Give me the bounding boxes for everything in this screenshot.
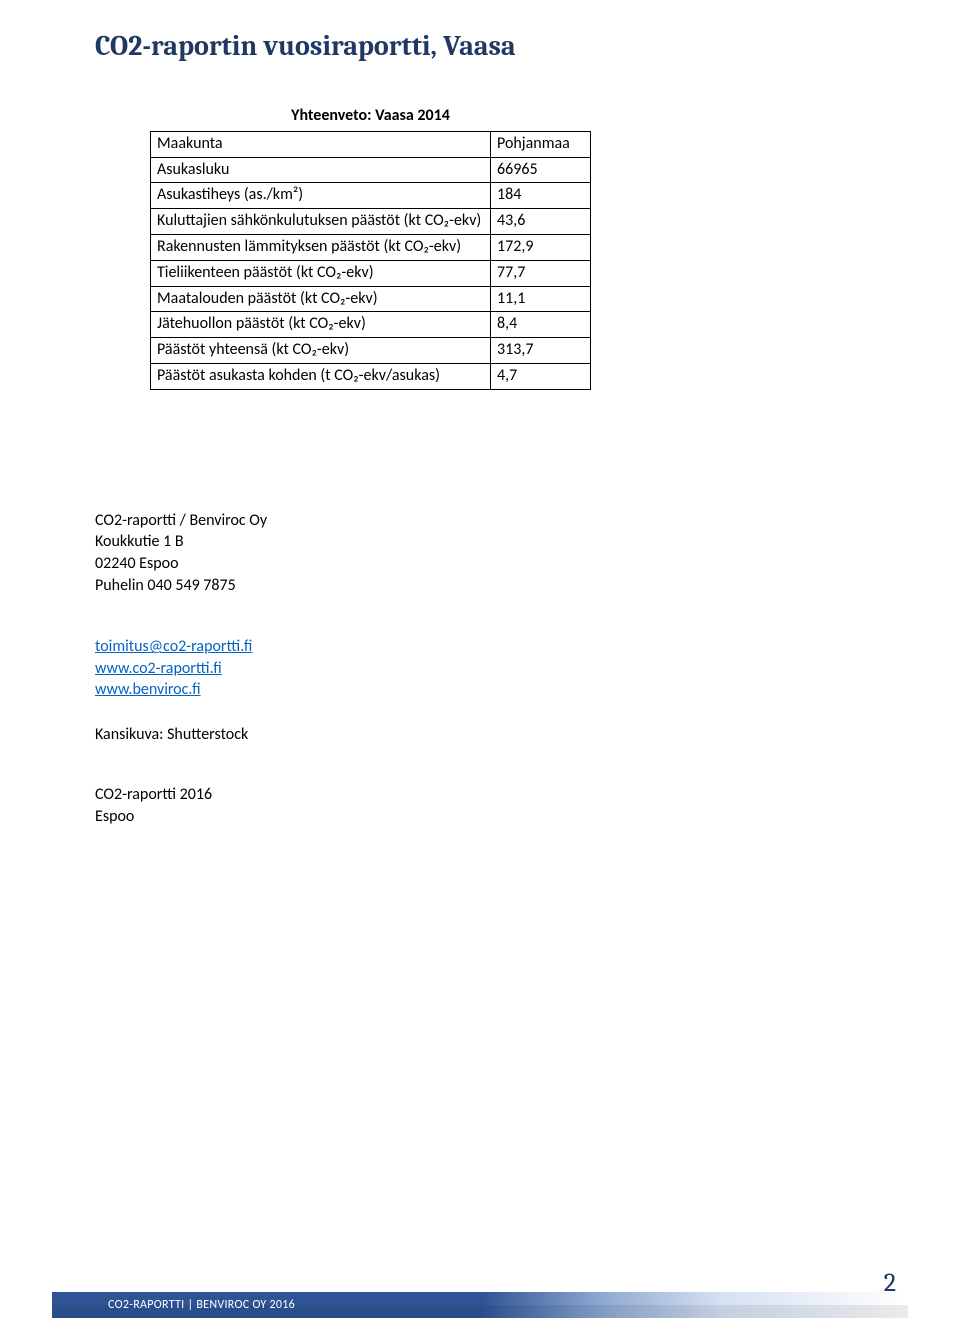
table-caption-row: Yhteenveto: Vaasa 2014	[151, 104, 591, 131]
table-cell-label: Päästöt asukasta kohden (t CO₂-ekv/asuka…	[151, 363, 491, 389]
contact-addr2: 02240 Espoo	[95, 553, 870, 575]
table-cell-label: Jätehuollon päästöt (kt CO₂-ekv)	[151, 312, 491, 338]
table-row: Asukastiheys (as./km²)184	[151, 183, 591, 209]
publication-line2: Espoo	[95, 806, 870, 828]
table-row: Asukasluku66965	[151, 157, 591, 183]
table-cell-value: 172,9	[491, 234, 591, 260]
site2-link[interactable]: www.benviroc.fi	[95, 680, 201, 699]
table-cell-value: 313,7	[491, 338, 591, 364]
table-cell-label: Päästöt yhteensä (kt CO₂-ekv)	[151, 338, 491, 364]
publication-block: CO2-raportti 2016 Espoo	[95, 784, 870, 827]
table-cell-value: 8,4	[491, 312, 591, 338]
page-title: CO2-raportin vuosiraportti, Vaasa	[95, 30, 870, 62]
table-cell-label: Rakennusten lämmityksen päästöt (kt CO₂-…	[151, 234, 491, 260]
table-caption: Yhteenveto: Vaasa 2014	[151, 104, 591, 131]
contact-phone: Puhelin 040 549 7875	[95, 575, 870, 597]
links-block: toimitus@co2-raportti.fi www.co2-raportt…	[95, 636, 870, 701]
contact-addr1: Koukkutie 1 B	[95, 531, 870, 553]
table-row: Päästöt yhteensä (kt CO₂-ekv)313,7	[151, 338, 591, 364]
site1-link[interactable]: www.co2-raportti.fi	[95, 659, 222, 678]
table-cell-label: Tieliikenteen päästöt (kt CO₂-ekv)	[151, 260, 491, 286]
email-link[interactable]: toimitus@co2-raportti.fi	[95, 637, 252, 656]
table-cell-value: 184	[491, 183, 591, 209]
table-row: Tieliikenteen päästöt (kt CO₂-ekv)77,7	[151, 260, 591, 286]
table-cell-value: 43,6	[491, 209, 591, 235]
table-row: MaakuntaPohjanmaa	[151, 131, 591, 157]
table-cell-value: 77,7	[491, 260, 591, 286]
table-row: Kuluttajien sähkönkulutuksen päästöt (kt…	[151, 209, 591, 235]
table-cell-label: Maatalouden päästöt (kt CO₂-ekv)	[151, 286, 491, 312]
table-row: Päästöt asukasta kohden (t CO₂-ekv/asuka…	[151, 363, 591, 389]
table-row: Maatalouden päästöt (kt CO₂-ekv)11,1	[151, 286, 591, 312]
summary-table: Yhteenveto: Vaasa 2014 MaakuntaPohjanmaa…	[150, 104, 591, 390]
page-number: 2	[884, 1268, 896, 1298]
publication-line1: CO2-raportti 2016	[95, 784, 870, 806]
footer-text: CO2-RAPORTTI | BENVIROC OY 2016	[108, 1298, 295, 1312]
table-cell-label: Asukastiheys (as./km²)	[151, 183, 491, 209]
contact-block: CO2-raportti / Benviroc Oy Koukkutie 1 B…	[95, 510, 870, 596]
table-cell-value: 66965	[491, 157, 591, 183]
contact-org: CO2-raportti / Benviroc Oy	[95, 510, 870, 532]
table-cell-value: 11,1	[491, 286, 591, 312]
table-cell-label: Kuluttajien sähkönkulutuksen päästöt (kt…	[151, 209, 491, 235]
table-cell-label: Asukasluku	[151, 157, 491, 183]
table-row: Rakennusten lämmityksen päästöt (kt CO₂-…	[151, 234, 591, 260]
table-row: Jätehuollon päästöt (kt CO₂-ekv)8,4	[151, 312, 591, 338]
table-cell-value: Pohjanmaa	[491, 131, 591, 157]
table-cell-value: 4,7	[491, 363, 591, 389]
cover-credit: Kansikuva: Shutterstock	[95, 725, 870, 744]
table-cell-label: Maakunta	[151, 131, 491, 157]
